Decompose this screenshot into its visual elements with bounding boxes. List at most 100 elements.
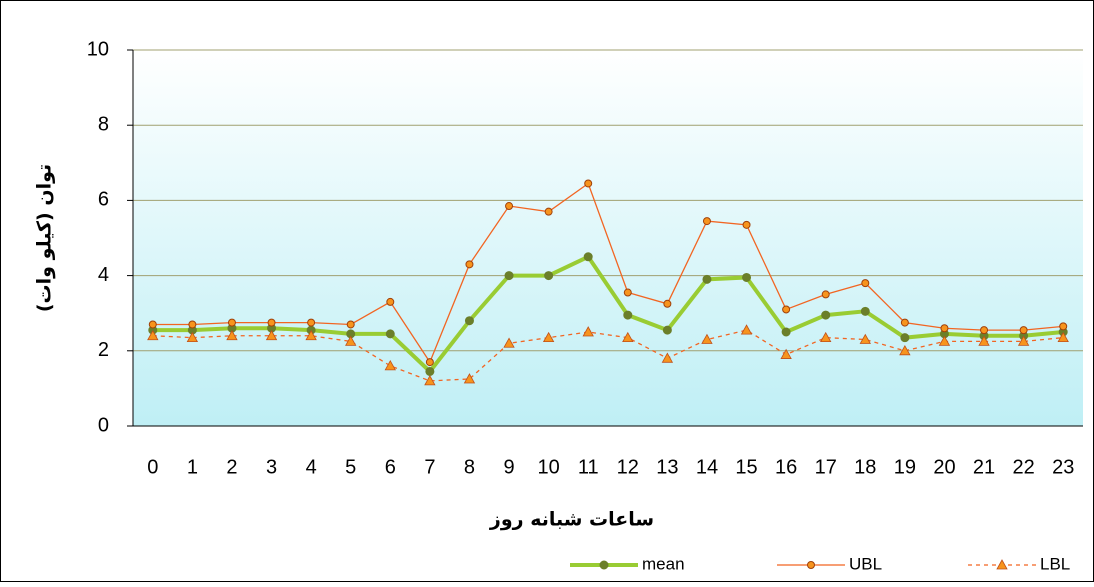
x-tick-label: 17 — [815, 456, 837, 478]
marker — [740, 324, 753, 335]
marker — [186, 331, 199, 343]
marker — [226, 329, 238, 341]
y-tick-label: 0 — [98, 414, 109, 436]
x-tick-label: 22 — [1013, 456, 1035, 478]
x-tick-label: 21 — [973, 456, 995, 478]
marker — [425, 366, 435, 376]
marker — [582, 326, 594, 337]
y-tick-label: 4 — [98, 264, 109, 286]
marker — [820, 331, 832, 343]
x-axis-title: ساعات شبانه روز — [489, 509, 654, 531]
x-tick-label: 13 — [656, 456, 678, 478]
marker — [978, 335, 990, 346]
x-tick-label: 4 — [306, 456, 317, 478]
series-line — [152, 329, 1064, 382]
marker — [899, 344, 911, 356]
marker — [147, 329, 159, 341]
marker — [267, 318, 276, 327]
y-tick-label: 10 — [87, 38, 109, 60]
marker — [742, 272, 752, 282]
marker — [265, 329, 278, 341]
y-axis-title: توان (کیلو وات) — [34, 164, 56, 312]
x-tick-label: 5 — [345, 456, 356, 478]
y-tick-label: 6 — [98, 189, 109, 211]
x-tick-label: 16 — [775, 456, 797, 478]
x-tick-label: 3 — [266, 456, 277, 478]
x-tick-label: 18 — [854, 456, 876, 478]
marker — [583, 252, 593, 262]
marker — [386, 297, 395, 306]
marker — [305, 329, 317, 341]
marker — [782, 305, 791, 314]
marker — [940, 324, 949, 333]
x-tick-label: 9 — [503, 456, 514, 478]
x-tick-label: 14 — [696, 456, 718, 478]
marker — [663, 299, 672, 308]
marker — [661, 352, 674, 363]
marker — [542, 331, 555, 343]
marker — [938, 335, 951, 346]
marker — [702, 274, 712, 284]
marker — [505, 202, 514, 211]
marker — [424, 375, 436, 386]
marker — [821, 290, 830, 299]
marker — [742, 220, 751, 229]
marker — [599, 560, 609, 570]
x-tick-label: 20 — [933, 456, 955, 478]
y-tick-label: 2 — [98, 339, 109, 361]
marker — [463, 373, 476, 384]
marker — [861, 279, 870, 288]
marker — [859, 333, 871, 344]
marker — [781, 327, 791, 337]
x-tick-label: 6 — [385, 456, 396, 478]
marker — [1057, 331, 1069, 343]
series-line — [152, 254, 1064, 375]
x-tick-label: 15 — [735, 456, 757, 478]
x-tick-label: 8 — [464, 456, 475, 478]
marker — [584, 179, 593, 188]
marker — [465, 260, 474, 269]
marker — [464, 316, 474, 326]
x-tick-label: 19 — [894, 456, 916, 478]
marker — [385, 329, 395, 339]
legend-label: UBL — [849, 554, 882, 573]
y-tick-label: 8 — [98, 113, 109, 135]
legend-label: mean — [642, 554, 685, 573]
marker — [504, 271, 514, 281]
marker — [425, 358, 434, 367]
marker — [702, 217, 711, 226]
marker — [345, 335, 357, 346]
marker — [188, 320, 197, 329]
x-tick-label: 12 — [617, 456, 639, 478]
marker — [1059, 322, 1068, 331]
series-line — [152, 182, 1064, 364]
marker — [622, 331, 634, 343]
marker — [900, 318, 909, 327]
x-tick-label: 11 — [578, 456, 599, 478]
marker — [623, 310, 633, 320]
marker — [1019, 326, 1028, 335]
marker — [307, 318, 316, 327]
marker — [1017, 335, 1030, 346]
marker — [980, 326, 989, 335]
marker — [807, 561, 815, 569]
marker — [780, 348, 792, 359]
x-tick-label: 1 — [187, 456, 198, 478]
legend-label: LBL — [1040, 554, 1070, 573]
x-tick-label: 7 — [424, 456, 435, 478]
marker — [821, 310, 831, 320]
marker — [346, 320, 355, 329]
marker — [227, 318, 236, 327]
marker — [900, 333, 910, 343]
x-tick-label: 2 — [226, 456, 237, 478]
marker — [503, 337, 515, 348]
marker — [148, 320, 157, 329]
x-tick-label: 0 — [147, 456, 158, 478]
marker — [860, 306, 870, 316]
marker — [662, 325, 672, 335]
marker — [544, 271, 554, 281]
marker — [544, 207, 553, 216]
marker — [623, 288, 632, 297]
x-tick-label: 23 — [1052, 456, 1074, 478]
